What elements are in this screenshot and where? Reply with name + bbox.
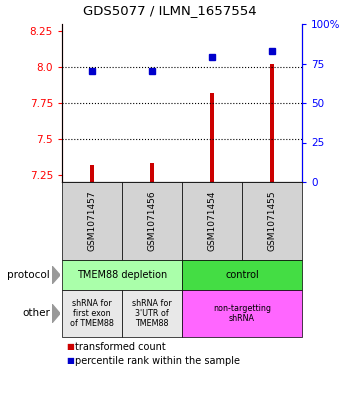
Text: GSM1071456: GSM1071456	[148, 191, 156, 251]
Text: non-targetting
shRNA: non-targetting shRNA	[213, 304, 271, 323]
Bar	[90, 165, 94, 182]
Bar	[210, 93, 214, 182]
Polygon shape	[52, 304, 60, 323]
Text: other: other	[22, 309, 50, 318]
Text: control: control	[225, 270, 259, 280]
Text: GSM1071455: GSM1071455	[268, 191, 276, 251]
Text: percentile rank within the sample: percentile rank within the sample	[75, 356, 240, 366]
Text: protocol: protocol	[7, 270, 50, 280]
Text: shRNA for
first exon
of TMEM88: shRNA for first exon of TMEM88	[70, 299, 114, 329]
Bar	[270, 64, 274, 182]
Text: GSM1071457: GSM1071457	[87, 191, 97, 251]
Bar	[150, 163, 154, 182]
Text: GSM1071454: GSM1071454	[207, 191, 217, 251]
Text: TMEM88 depletion: TMEM88 depletion	[77, 270, 167, 280]
Text: transformed count: transformed count	[75, 342, 166, 352]
Text: ■: ■	[66, 343, 74, 351]
Text: shRNA for
3'UTR of
TMEM88: shRNA for 3'UTR of TMEM88	[132, 299, 172, 329]
Text: GDS5077 / ILMN_1657554: GDS5077 / ILMN_1657554	[83, 4, 257, 18]
Polygon shape	[52, 266, 60, 284]
Text: ■: ■	[66, 356, 74, 365]
